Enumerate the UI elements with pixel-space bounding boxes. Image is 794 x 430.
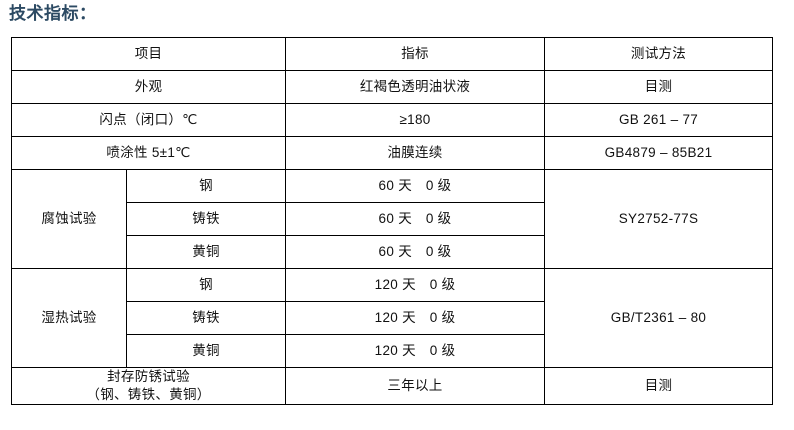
row-item-corrosion-test: 腐蚀试验 — [11, 169, 127, 269]
table-row: 闪点（闭口）℃ ≥180 GB 261 – 77 — [10, 103, 774, 137]
table-row: 外观 红褐色透明油状液 目测 — [10, 70, 774, 104]
row-index-humidity-cast-iron: 120 天 0 级 — [285, 301, 546, 335]
row-method-sprayability: GB4879 – 85B21 — [544, 136, 774, 170]
row-material-humidity-brass: 黄铜 — [125, 334, 287, 368]
table-row: 腐蚀试验 钢 60 天 0 级 SY2752-77S — [11, 169, 774, 269]
row-item-appearance: 外观 — [10, 70, 287, 104]
row-item-flash-point: 闪点（闭口）℃ — [10, 103, 287, 137]
row-index-appearance: 红褐色透明油状液 — [285, 70, 546, 104]
row-index-corrosion-steel: 60 天 0 级 — [285, 169, 546, 203]
row-index-humidity-brass: 120 天 0 级 — [285, 334, 546, 368]
row-item-storage-rust-prevention: 封存防锈试验 （钢、铸铁、黄铜） — [10, 366, 287, 406]
page-title: 技术指标： — [9, 4, 97, 23]
row-index-corrosion-brass: 60 天 0 级 — [285, 235, 546, 269]
row-index-storage-rust-prevention: 三年以上 — [285, 366, 546, 406]
table-row: 黄铜 120 天 0 级 — [12, 334, 773, 368]
row-item-storage-rust-prevention-line2: （钢、铸铁、黄铜） — [86, 387, 211, 403]
technical-specifications-table: 项目 指标 测试方法 外观 红褐色透明油状液 目测 闪点（闭口）℃ ≥180 G… — [10, 37, 774, 406]
row-index-humidity-steel: 120 天 0 级 — [285, 268, 546, 302]
row-index-flash-point: ≥180 — [285, 103, 546, 137]
row-method-storage-rust-prevention: 目测 — [544, 366, 774, 406]
row-index-corrosion-cast-iron: 60 天 0 级 — [285, 202, 546, 236]
table-row: 湿热试验 钢 120 天 0 级 GB/T2361 – 80 — [11, 268, 774, 368]
table-row: 铸铁 120 天 0 级 — [12, 301, 773, 335]
table-row: 喷涂性 5±1℃ 油膜连续 GB4879 – 85B21 — [10, 136, 774, 170]
row-method-flash-point: GB 261 – 77 — [544, 103, 774, 137]
column-header-item: 项目 — [10, 37, 287, 71]
column-header-index: 指标 — [285, 37, 546, 71]
column-header-method: 测试方法 — [544, 37, 774, 71]
row-material-humidity-steel: 钢 — [125, 268, 287, 302]
row-index-sprayability: 油膜连续 — [285, 136, 546, 170]
row-material-humidity-cast-iron: 铸铁 — [125, 301, 287, 335]
row-material-corrosion-cast-iron: 铸铁 — [125, 202, 287, 236]
row-method-corrosion-test: SY2752-77S — [544, 169, 774, 269]
row-method-appearance: 目测 — [544, 70, 774, 104]
row-item-humidity-test: 湿热试验 — [11, 268, 127, 368]
table-row: 封存防锈试验 （钢、铸铁、黄铜） 三年以上 目测 — [10, 366, 774, 406]
row-item-sprayability: 喷涂性 5±1℃ — [10, 136, 287, 170]
table-row: 铸铁 60 天 0 级 — [12, 202, 773, 236]
row-method-humidity-test: GB/T2361 – 80 — [544, 268, 774, 368]
row-material-corrosion-steel: 钢 — [125, 169, 287, 203]
table-header-row: 项目 指标 测试方法 — [10, 37, 774, 71]
row-material-corrosion-brass: 黄铜 — [125, 235, 287, 269]
row-item-storage-rust-prevention-line1: 封存防锈试验 — [107, 369, 190, 384]
table-row: 黄铜 60 天 0 级 — [12, 235, 773, 269]
